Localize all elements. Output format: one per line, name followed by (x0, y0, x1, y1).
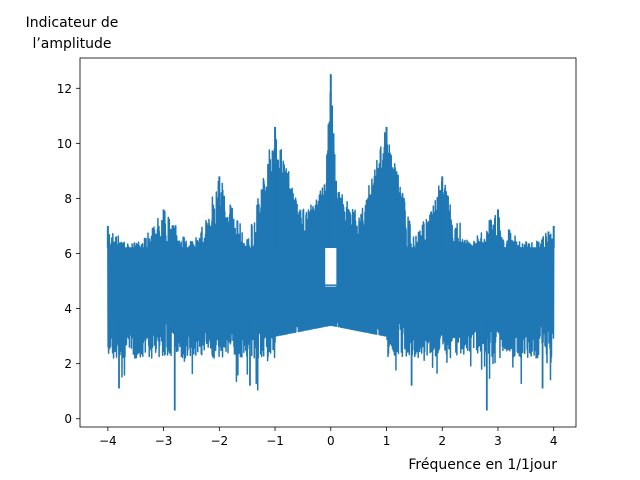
y-tick-label: 2 (64, 357, 72, 371)
x-tick-label: 1 (383, 434, 391, 448)
x-tick-label: −4 (99, 434, 117, 448)
y-tick-label: 6 (64, 247, 72, 261)
x-tick-label: 0 (327, 434, 335, 448)
y-axis-label-line2: l’amplitude (32, 36, 111, 52)
axes-frame (79, 57, 577, 428)
x-tick-label: −2 (210, 434, 228, 448)
x-tick-label: 2 (438, 434, 446, 448)
y-tick-label: 4 (64, 302, 72, 316)
x-axis-label: Fréquence en 1/1jour (408, 457, 557, 473)
y-axis: 0 2 4 6 8 10 12 (57, 82, 80, 426)
series-line (106, 74, 555, 411)
x-tick-label: 4 (550, 434, 558, 448)
y-tick-label: 12 (57, 82, 72, 96)
x-tick-label: 3 (494, 434, 502, 448)
x-tick-label: −1 (266, 434, 284, 448)
y-axis-label-line1: Indicateur de (26, 15, 119, 31)
x-axis: −4 −3 −2 −1 0 1 2 3 4 (99, 427, 558, 448)
center-gap (325, 248, 337, 287)
y-tick-label: 10 (57, 137, 72, 151)
y-tick-label: 0 (64, 412, 72, 426)
x-tick-label: −3 (155, 434, 173, 448)
y-tick-label: 8 (64, 192, 72, 206)
